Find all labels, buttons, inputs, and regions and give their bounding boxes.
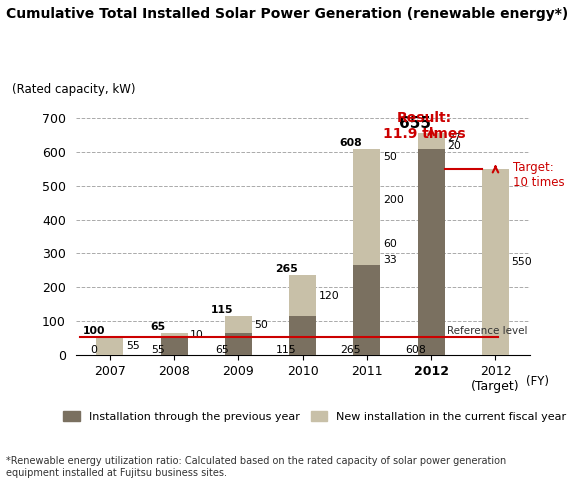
Text: 608: 608 bbox=[404, 345, 425, 355]
Text: Target:
10 times: Target: 10 times bbox=[513, 161, 565, 189]
Text: 55: 55 bbox=[151, 345, 165, 355]
Bar bbox=[482, 168, 509, 355]
Text: 27: 27 bbox=[448, 132, 461, 143]
Bar bbox=[225, 333, 252, 355]
Text: 655: 655 bbox=[399, 116, 431, 132]
Text: 55: 55 bbox=[126, 341, 140, 351]
Text: 120: 120 bbox=[319, 291, 339, 301]
Text: Reference level: Reference level bbox=[447, 325, 528, 336]
Text: 265: 265 bbox=[275, 264, 298, 275]
Bar bbox=[225, 316, 252, 333]
Text: 265: 265 bbox=[340, 345, 361, 355]
Text: 20: 20 bbox=[448, 141, 461, 151]
Text: 200: 200 bbox=[383, 195, 404, 205]
Text: (Rated capacity, kW): (Rated capacity, kW) bbox=[12, 83, 136, 96]
Text: 60: 60 bbox=[383, 239, 397, 249]
Text: *Renewable energy utilization ratio: Calculated based on the rated capacity of s: *Renewable energy utilization ratio: Cal… bbox=[6, 456, 506, 478]
Bar bbox=[353, 265, 381, 355]
Text: Result:
11.9 times: Result: 11.9 times bbox=[384, 111, 466, 141]
Bar bbox=[161, 336, 187, 355]
Text: 115: 115 bbox=[211, 305, 233, 315]
Text: 65: 65 bbox=[150, 322, 165, 332]
Text: 115: 115 bbox=[276, 345, 297, 355]
Bar bbox=[161, 333, 187, 336]
Text: Cumulative Total Installed Solar Power Generation (renewable energy*): Cumulative Total Installed Solar Power G… bbox=[6, 7, 568, 21]
Bar bbox=[96, 336, 123, 355]
Bar bbox=[289, 276, 316, 316]
Text: 550: 550 bbox=[512, 257, 533, 267]
Text: 33: 33 bbox=[383, 255, 397, 264]
Text: (FY): (FY) bbox=[526, 375, 549, 388]
Bar bbox=[418, 133, 445, 149]
Text: 50: 50 bbox=[254, 320, 268, 330]
Bar bbox=[418, 149, 445, 355]
Text: 100: 100 bbox=[83, 325, 105, 336]
Legend: Installation through the previous year, New installation in the current fiscal y: Installation through the previous year, … bbox=[59, 406, 570, 426]
Bar bbox=[353, 149, 381, 265]
Text: 608: 608 bbox=[339, 138, 362, 148]
Text: 10: 10 bbox=[190, 330, 204, 340]
Bar bbox=[289, 316, 316, 355]
Text: 65: 65 bbox=[215, 345, 229, 355]
Text: 50: 50 bbox=[383, 153, 397, 162]
Text: 0: 0 bbox=[90, 345, 97, 355]
